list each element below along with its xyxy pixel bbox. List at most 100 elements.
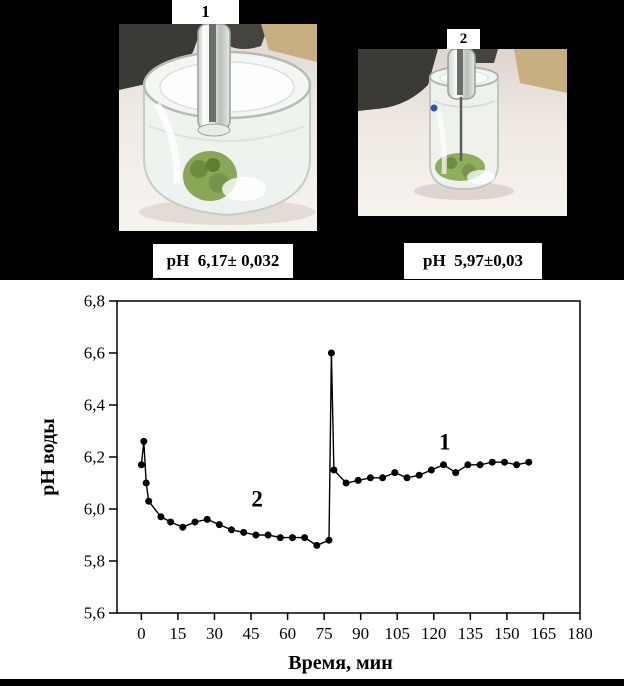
x-tick-label: 75: [316, 624, 333, 643]
y-tick-label: 5,6: [84, 604, 105, 623]
x-tick-label: 120: [421, 624, 447, 643]
x-tick-label: 180: [567, 624, 593, 643]
x-tick-label: 45: [243, 624, 260, 643]
data-point: [379, 474, 387, 482]
vessel-2-number: 2: [459, 30, 468, 47]
x-tick-label: 30: [206, 624, 223, 643]
vessel-2-number-badge: 2: [447, 29, 480, 49]
data-point: [325, 536, 333, 544]
tan-object: [261, 24, 317, 62]
vessel-1-ph-label: pH 6,17± 0,032: [153, 244, 293, 278]
plot-border: [116, 300, 581, 614]
blue-bead: [430, 104, 438, 112]
curve-label-2: 2: [251, 487, 263, 512]
data-point: [403, 474, 411, 482]
data-point: [313, 541, 321, 549]
data-point: [167, 518, 175, 526]
sparkle: [486, 108, 492, 114]
data-point: [427, 466, 435, 474]
vessel-1-photo: [119, 24, 317, 231]
curve-label-1: 1: [439, 429, 451, 454]
data-point: [342, 479, 350, 487]
data-point: [289, 534, 296, 542]
glass-reflection: [222, 177, 266, 201]
dark-equipment: [358, 49, 438, 111]
data-point: [228, 526, 235, 534]
x-tick-label: 0: [137, 624, 146, 643]
data-point: [525, 458, 533, 466]
y-tick-label: 6,2: [84, 448, 105, 467]
data-point: [301, 534, 309, 542]
data-point: [179, 523, 187, 531]
vessel-1-ph-value: pH 6,17± 0,032: [166, 251, 280, 270]
water-line: [432, 100, 496, 108]
data-point: [476, 461, 484, 469]
data-point: [145, 497, 153, 505]
data-point: [327, 349, 335, 357]
electrode-core: [209, 24, 216, 122]
moss-detail: [190, 160, 208, 178]
series-line: [140, 352, 529, 547]
data-point: [140, 437, 148, 445]
data-point: [354, 476, 362, 484]
vessel-1-number: 1: [201, 2, 210, 21]
data-point: [252, 531, 260, 539]
data-point: [215, 521, 223, 529]
data-point: [452, 469, 460, 477]
data-point: [488, 458, 496, 466]
dark-equipment: [119, 24, 203, 90]
data-point: [391, 469, 399, 477]
data-point: [513, 461, 521, 469]
electrode-tip: [197, 123, 231, 137]
dark-equipment-2: [223, 24, 269, 49]
data-point: [137, 461, 145, 469]
y-tick-label: 6,4: [84, 396, 106, 415]
y-tick-label: 5,8: [84, 552, 105, 571]
x-tick-label: 90: [352, 624, 369, 643]
x-tick-label: 135: [458, 624, 484, 643]
y-tick-label: 6,6: [84, 344, 105, 363]
data-point: [501, 458, 508, 466]
vessel-2-photo: [358, 49, 567, 216]
x-tick-label: 150: [494, 624, 520, 643]
data-point: [240, 528, 248, 536]
data-point: [203, 515, 211, 523]
moss-detail: [445, 157, 457, 169]
data-point: [264, 531, 272, 539]
electrode-core: [457, 49, 463, 95]
data-point: [330, 466, 338, 474]
x-tick-label: 165: [531, 624, 557, 643]
ph-time-line-chart: 5,6 5,8 6,0 6,2 6,4 6,6 6,8 0 15 30 45 60 75 90 105 120…: [37, 292, 593, 675]
data-point: [157, 513, 165, 521]
glass-highlight: [153, 102, 181, 185]
vial-scene-illustration: [358, 49, 567, 216]
data-point: [415, 471, 423, 479]
vessel-1-number-badge: 1: [172, 0, 239, 24]
data-point: [191, 518, 199, 526]
x-tick-label: 105: [384, 624, 410, 643]
y-axis-title: pH воды: [37, 418, 59, 496]
data-point: [276, 534, 284, 542]
y-tick-label: 6,8: [84, 292, 105, 311]
photos-panel: 1: [0, 0, 624, 280]
dark-equipment-2: [470, 49, 498, 63]
moss-detail: [206, 158, 220, 172]
data-point: [366, 474, 374, 482]
x-tick-label: 60: [279, 624, 296, 643]
chart-panel: 5,6 5,8 6,0 6,2 6,4 6,6 6,8 0 15 30 45 60 75 90 105 120…: [0, 280, 624, 679]
x-tick-label: 15: [169, 624, 186, 643]
vessel-2-ph-value: pH 5,97±0,03: [422, 251, 523, 270]
vessel-2-ph-label: pH 5,97±0,03: [404, 243, 542, 279]
data-point: [440, 461, 447, 469]
glass-highlight: [435, 108, 447, 175]
glass-reflection: [467, 170, 495, 184]
bottom-divider-bar: [0, 679, 624, 686]
electrode-highlight: [202, 26, 206, 126]
vial-shadow: [414, 182, 514, 200]
beaker-scene-illustration: [119, 24, 317, 231]
y-tick-label: 6,0: [84, 500, 105, 519]
x-axis-title: Время, мин: [288, 652, 392, 674]
data-point: [142, 479, 150, 487]
data-point: [464, 461, 472, 469]
